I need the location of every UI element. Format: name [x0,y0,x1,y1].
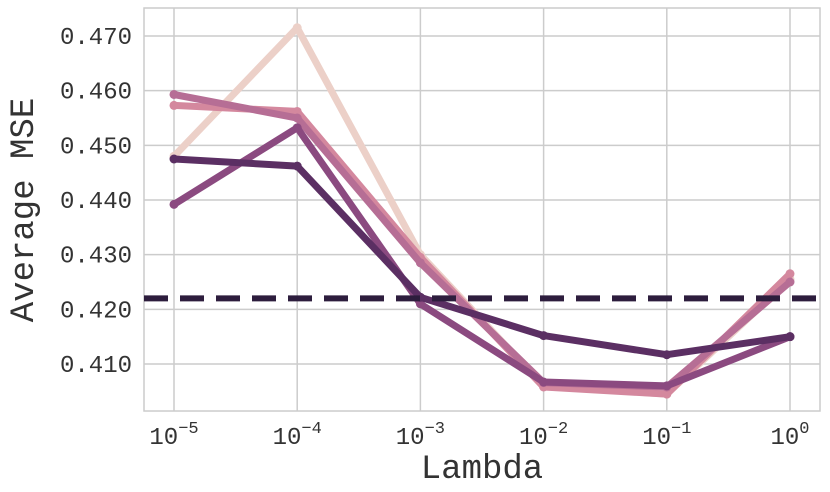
data-point [292,106,302,116]
data-point [662,350,672,360]
x-tick-label: 100 [770,420,809,452]
y-tick-label: 0.450 [60,134,132,161]
data-point [785,269,795,279]
plot-frame [143,7,821,412]
data-point [169,199,179,209]
y-axis-label: Average MSE [6,98,44,322]
series-line [170,124,794,390]
data-point [415,258,425,268]
data-point [292,123,302,133]
series-line [170,155,794,359]
series-5 [169,154,795,360]
data-point [539,377,549,387]
x-tick-label: 10−1 [642,420,691,452]
data-point [169,89,179,99]
y-tick-label: 0.430 [60,244,132,271]
series-layer [169,23,795,399]
grid-lines [144,8,820,411]
x-tick-label: 10−2 [519,420,568,452]
x-tick-label: 10−3 [396,420,445,452]
data-point [169,154,179,164]
y-tick-label: 0.470 [60,25,132,52]
data-point [785,277,795,287]
data-point [292,23,302,33]
y-tick-label: 0.410 [60,353,132,380]
data-point [292,161,302,171]
x-tick-labels: 10−5 10−4 10−3 10−2 10−1 100 [149,420,809,452]
data-point [662,381,672,391]
data-point [292,113,302,123]
y-tick-labels: 0.410 0.420 0.430 0.440 0.450 0.460 0.470 [60,25,132,380]
x-tick-label: 10−5 [149,420,198,452]
x-axis-label: Lambda [421,451,543,489]
y-tick-label: 0.460 [60,80,132,107]
y-tick-label: 0.420 [60,298,132,325]
x-tick-label: 10−4 [273,420,322,452]
data-point [662,389,672,399]
y-tick-label: 0.440 [60,189,132,216]
data-point [169,100,179,110]
data-point [785,332,795,342]
series-line [170,91,794,391]
data-point [539,331,549,341]
